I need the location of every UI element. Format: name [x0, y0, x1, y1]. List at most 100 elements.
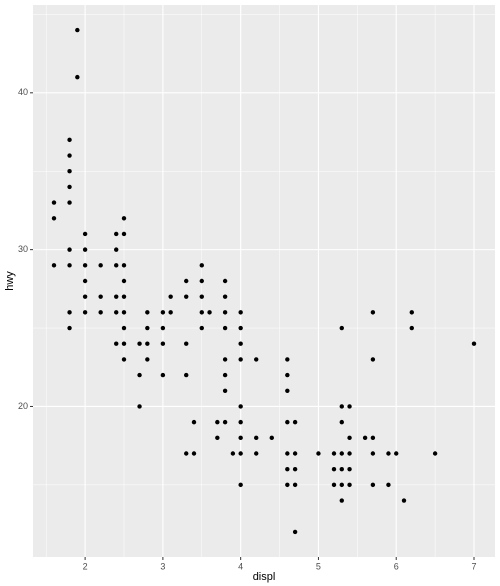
point — [121, 341, 127, 346]
y-axis-title: hwy — [4, 271, 16, 291]
point — [285, 466, 290, 472]
point — [254, 357, 259, 362]
point — [401, 498, 407, 503]
point — [347, 451, 352, 456]
grid — [33, 5, 495, 557]
point — [145, 357, 150, 362]
point — [75, 27, 80, 33]
point — [370, 435, 376, 441]
point — [114, 247, 119, 252]
point — [121, 263, 127, 268]
point — [82, 247, 88, 252]
point — [222, 419, 228, 425]
panel — [33, 5, 495, 557]
point — [184, 341, 189, 346]
point — [285, 372, 290, 378]
point — [285, 419, 290, 425]
point — [238, 310, 243, 315]
point — [114, 263, 119, 268]
point — [222, 325, 228, 331]
point — [362, 435, 368, 441]
point — [394, 451, 399, 456]
point — [160, 341, 166, 346]
point — [199, 294, 204, 299]
point — [409, 325, 414, 331]
point — [67, 325, 72, 331]
point — [269, 435, 274, 441]
point — [184, 294, 189, 299]
point — [292, 466, 298, 472]
x-tick-label: 2 — [83, 561, 88, 571]
point — [67, 153, 72, 158]
point — [145, 310, 150, 315]
point — [292, 451, 298, 456]
point — [215, 419, 220, 425]
point — [238, 325, 243, 331]
y-tick-label: 20 — [18, 401, 28, 411]
point — [238, 404, 243, 409]
x-axis-title: displ — [253, 571, 276, 583]
point — [238, 435, 243, 441]
point — [370, 482, 376, 488]
point — [292, 529, 298, 535]
point — [184, 278, 189, 284]
point — [285, 482, 290, 488]
point — [199, 263, 204, 268]
point — [121, 294, 127, 299]
point — [82, 263, 88, 268]
point — [82, 294, 88, 299]
x-tick-label: 3 — [160, 561, 165, 571]
point — [67, 137, 72, 143]
point — [370, 357, 376, 362]
point — [98, 310, 103, 315]
point — [222, 388, 228, 393]
point — [331, 466, 337, 472]
point — [339, 466, 344, 472]
x-tick-label: 6 — [394, 561, 399, 571]
point — [121, 216, 127, 221]
point — [114, 310, 119, 315]
point — [370, 310, 376, 315]
point — [98, 263, 103, 268]
point — [51, 216, 57, 221]
point — [339, 451, 344, 456]
point — [409, 310, 414, 315]
point — [222, 294, 228, 299]
point — [184, 372, 189, 378]
point — [238, 419, 243, 425]
point — [82, 310, 88, 315]
point — [339, 419, 344, 425]
point — [114, 294, 119, 299]
point — [347, 404, 352, 409]
point — [160, 325, 166, 331]
point — [98, 294, 103, 299]
point — [191, 451, 197, 456]
point — [67, 263, 72, 268]
point — [114, 231, 119, 237]
point — [114, 341, 119, 346]
point — [75, 74, 80, 80]
point — [121, 357, 127, 362]
y-tick-label: 40 — [18, 87, 28, 97]
point — [222, 372, 228, 378]
point — [51, 200, 57, 205]
point — [184, 451, 189, 456]
point — [145, 341, 150, 346]
point — [82, 231, 88, 237]
point — [199, 325, 204, 331]
point — [137, 341, 142, 346]
x-tick-label: 4 — [238, 561, 243, 571]
point — [121, 310, 127, 315]
point — [222, 357, 228, 362]
point — [67, 247, 72, 252]
point — [222, 310, 228, 315]
point — [215, 435, 220, 441]
point — [51, 263, 57, 268]
points — [51, 27, 477, 535]
point — [285, 388, 290, 393]
point — [347, 482, 352, 488]
point — [222, 278, 228, 284]
point — [137, 404, 142, 409]
point — [67, 169, 72, 174]
